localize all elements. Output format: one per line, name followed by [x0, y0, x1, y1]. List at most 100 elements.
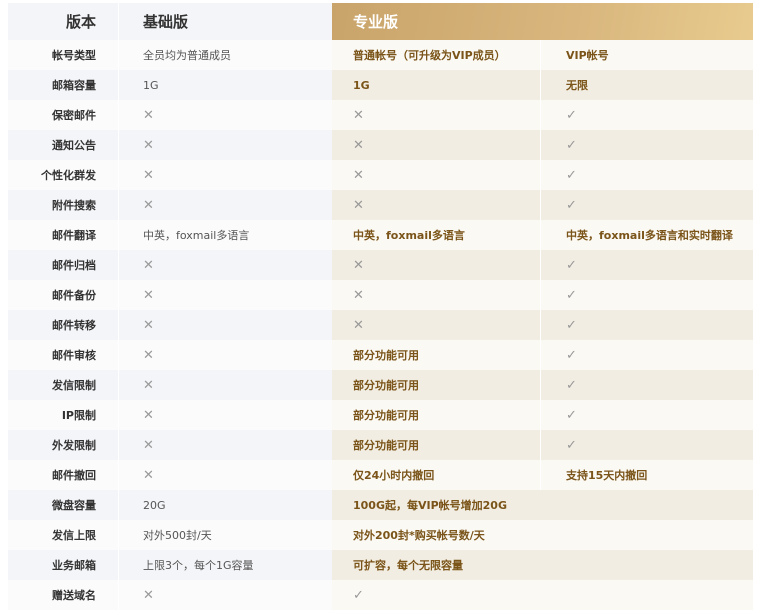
vip-cell: ✓ — [540, 310, 753, 340]
check-icon: ✓ — [566, 437, 577, 453]
row-label: 发信上限 — [8, 520, 118, 550]
table-row: 邮件翻译 中英，foxmail多语言 中英，foxmail多语言 中英，foxmail… — [8, 220, 753, 250]
cross-icon: ✕ — [143, 587, 154, 603]
table-row: 邮件审核 ✕ 部分功能可用 ✓ — [8, 340, 753, 370]
basic-cell: 对外500封/天 — [118, 520, 332, 550]
pro-cell-text: 1G — [353, 78, 370, 92]
row-label: 微盘容量 — [8, 490, 118, 520]
cross-icon: ✕ — [353, 317, 364, 333]
table-row: 业务邮箱 上限3个，每个1G容量 可扩容，每个无限容量 — [8, 550, 753, 580]
table-row: 微盘容量 20G 100G起，每VIP帐号增加20G — [8, 490, 753, 520]
row-label-text: 邮件审核 — [52, 349, 96, 362]
row-label: 保密邮件 — [8, 100, 118, 130]
row-label: 邮件转移 — [8, 310, 118, 340]
cross-icon: ✕ — [143, 407, 154, 423]
table-row: 邮件撤回 ✕ 仅24小时内撤回 支持15天内撤回 — [8, 460, 753, 490]
basic-cell-text: 全员均为普通成员 — [143, 49, 231, 62]
version-comparison-table: 版本 基础版 专业版 帐号类型 全员均为普通成员 普通帐号（可升级为VIP成员） VI… — [8, 3, 753, 610]
table-row: 帐号类型 全员均为普通成员 普通帐号（可升级为VIP成员） VIP帐号 — [8, 40, 753, 70]
cross-icon: ✕ — [143, 137, 154, 153]
cross-icon: ✕ — [143, 317, 154, 333]
basic-cell: ✕ — [118, 310, 332, 340]
pro-cell: ✕ — [332, 100, 540, 130]
vip-cell-text: VIP帐号 — [566, 49, 609, 62]
basic-cell: ✕ — [118, 280, 332, 310]
pro-cell: ✕ — [332, 190, 540, 220]
row-label-text: IP限制 — [61, 409, 96, 422]
table-row: 附件搜索 ✕ ✕ ✓ — [8, 190, 753, 220]
vip-cell: ✓ — [540, 130, 753, 160]
pro-cell: ✕ — [332, 250, 540, 280]
basic-cell: ✕ — [118, 430, 332, 460]
header-basic: 基础版 — [118, 3, 332, 40]
vip-cell: VIP帐号 — [540, 40, 753, 70]
pro-cell: 1G — [332, 70, 540, 100]
row-label-text: 附件搜索 — [52, 199, 96, 212]
row-label-text: 邮件撤回 — [52, 469, 96, 482]
cross-icon: ✕ — [353, 257, 364, 273]
pro-merged-cell-text: 对外200封*购买帐号数/天 — [353, 529, 485, 542]
vip-cell: ✓ — [540, 190, 753, 220]
row-label-text: 微盘容量 — [52, 499, 96, 512]
row-label: 通知公告 — [8, 130, 118, 160]
vip-cell: ✓ — [540, 370, 753, 400]
basic-cell: ✕ — [118, 100, 332, 130]
basic-cell-text: 1G — [143, 78, 159, 92]
check-icon: ✓ — [566, 347, 577, 363]
basic-cell: ✕ — [118, 400, 332, 430]
pro-cell: ✕ — [332, 280, 540, 310]
pro-cell-text: 部分功能可用 — [353, 409, 419, 422]
row-label-text: 保密邮件 — [52, 109, 96, 122]
pro-cell-text: 仅24小时内撤回 — [353, 469, 435, 482]
table-row: 赠送域名 ✕ ✓ — [8, 580, 753, 610]
vip-cell-text: 支持15天内撤回 — [566, 469, 648, 482]
table-row: 外发限制 ✕ 部分功能可用 ✓ — [8, 430, 753, 460]
table-row: 保密邮件 ✕ ✕ ✓ — [8, 100, 753, 130]
cross-icon: ✕ — [143, 197, 154, 213]
row-label-text: 业务邮箱 — [52, 559, 96, 572]
row-label: 个性化群发 — [8, 160, 118, 190]
row-label: IP限制 — [8, 400, 118, 430]
cross-icon: ✕ — [353, 167, 364, 183]
row-label: 赠送域名 — [8, 580, 118, 610]
cross-icon: ✕ — [143, 467, 154, 483]
basic-cell-text: 中英，foxmail多语言 — [143, 229, 250, 242]
pro-cell: 部分功能可用 — [332, 370, 540, 400]
row-label-text: 发信上限 — [52, 529, 96, 542]
pro-cell: ✕ — [332, 160, 540, 190]
row-label: 帐号类型 — [8, 40, 118, 70]
row-label-text: 邮箱容量 — [52, 79, 96, 92]
header-pro: 专业版 — [332, 3, 753, 40]
table-row: 发信限制 ✕ 部分功能可用 ✓ — [8, 370, 753, 400]
cross-icon: ✕ — [143, 167, 154, 183]
check-icon: ✓ — [566, 257, 577, 273]
basic-cell: ✕ — [118, 370, 332, 400]
pro-cell-text: 普通帐号（可升级为VIP成员） — [353, 49, 506, 62]
basic-cell: 20G — [118, 490, 332, 520]
pro-cell-text: 部分功能可用 — [353, 439, 419, 452]
cross-icon: ✕ — [143, 107, 154, 123]
vip-cell: ✓ — [540, 400, 753, 430]
pro-merged-cell: 100G起，每VIP帐号增加20G — [332, 490, 753, 520]
cross-icon: ✕ — [353, 137, 364, 153]
pro-merged-cell-text: 可扩容，每个无限容量 — [353, 559, 463, 572]
basic-cell: ✕ — [118, 160, 332, 190]
row-label: 邮件备份 — [8, 280, 118, 310]
table-row: 个性化群发 ✕ ✕ ✓ — [8, 160, 753, 190]
table-row: 邮箱容量 1G 1G 无限 — [8, 70, 753, 100]
row-label: 发信限制 — [8, 370, 118, 400]
basic-cell-text: 20G — [143, 498, 166, 512]
table-row: 通知公告 ✕ ✕ ✓ — [8, 130, 753, 160]
cross-icon: ✕ — [353, 107, 364, 123]
vip-cell: ✓ — [540, 250, 753, 280]
row-label: 业务邮箱 — [8, 550, 118, 580]
pro-merged-cell: 对外200封*购买帐号数/天 — [332, 520, 753, 550]
basic-cell: ✕ — [118, 130, 332, 160]
cross-icon: ✕ — [353, 287, 364, 303]
row-label-text: 邮件备份 — [52, 289, 96, 302]
pro-cell-text: 部分功能可用 — [353, 349, 419, 362]
basic-cell-text: 对外500封/天 — [143, 529, 212, 542]
row-label: 邮件审核 — [8, 340, 118, 370]
basic-cell: ✕ — [118, 460, 332, 490]
vip-cell: 支持15天内撤回 — [540, 460, 753, 490]
